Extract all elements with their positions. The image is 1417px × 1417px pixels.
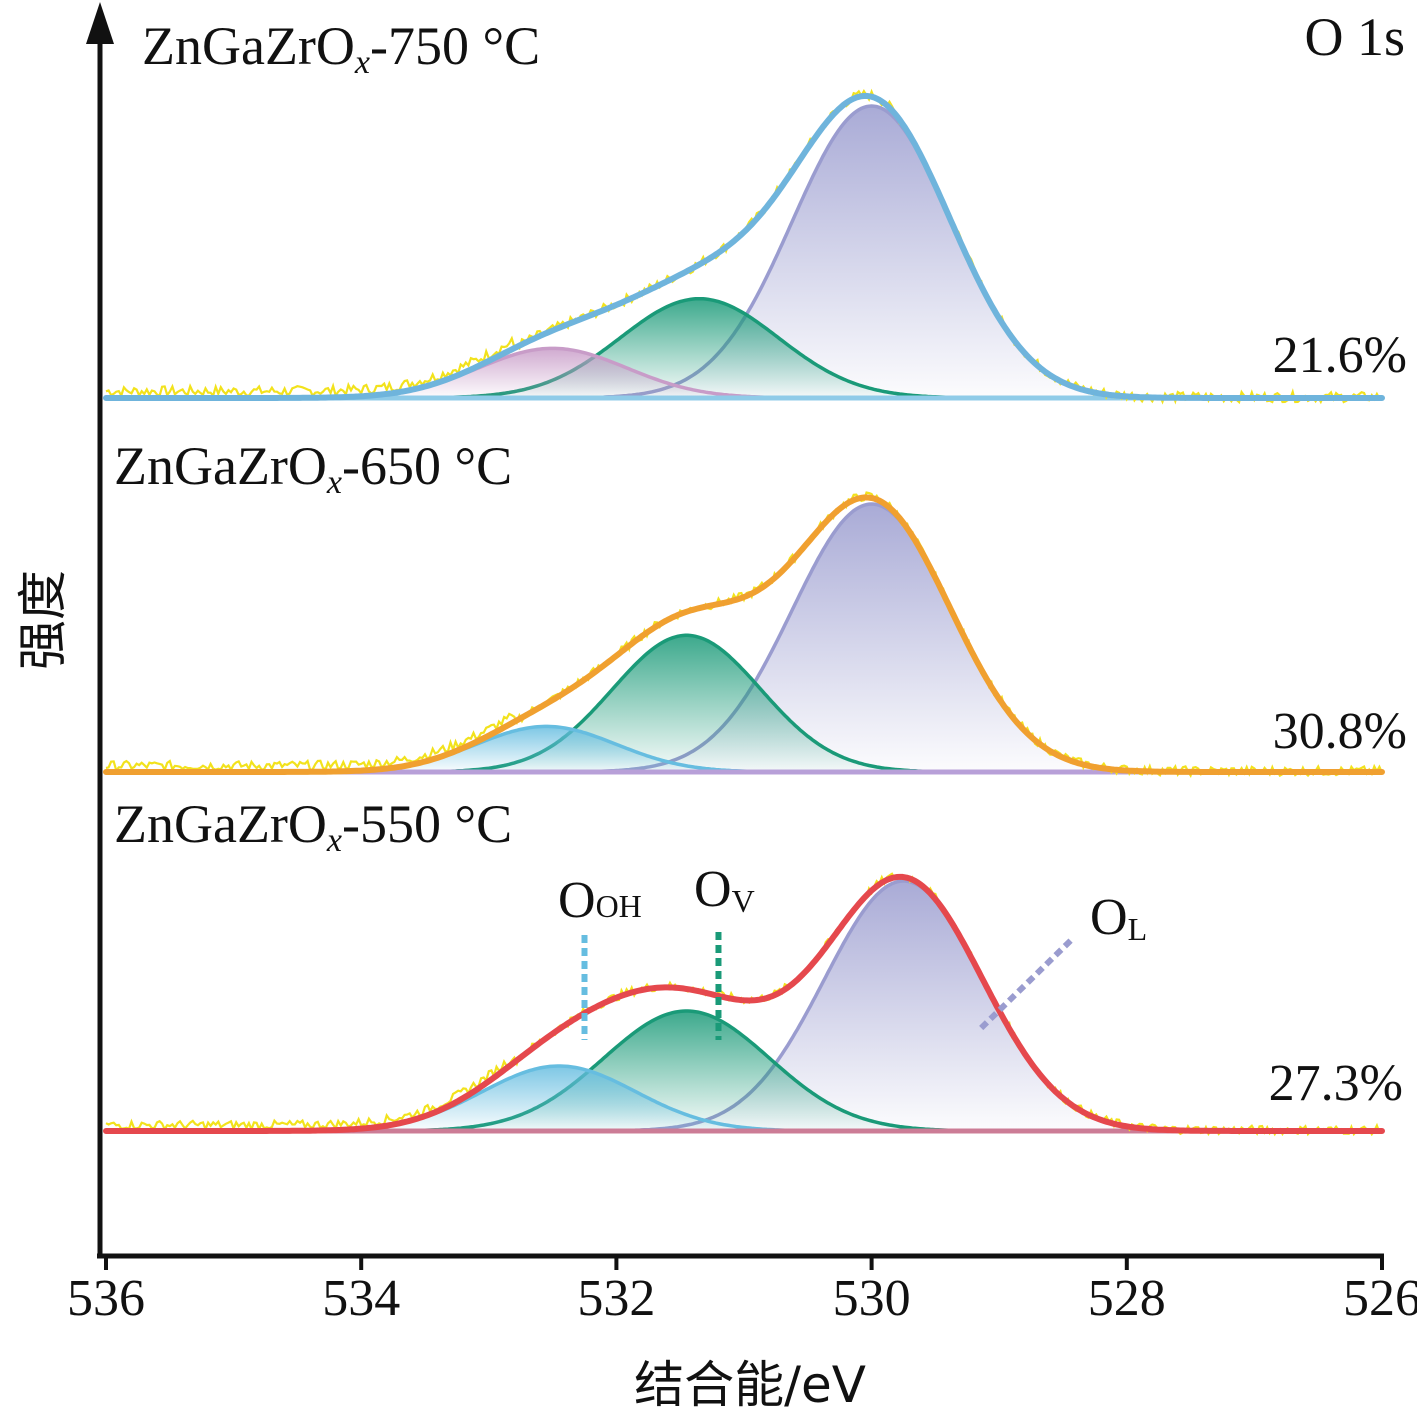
- x-axis-label: 结合能/eV: [634, 1356, 866, 1414]
- panel-title-550-suffix: -550 °C: [342, 794, 512, 854]
- y-axis-arrow: [86, 2, 114, 44]
- peak-label-ov-sub: V: [732, 883, 755, 919]
- x-ticks: 536 534 532 530 528 526: [67, 1256, 1417, 1327]
- panel-title-650-base: ZnGaZrO: [114, 436, 327, 496]
- panel-title-750-base: ZnGaZrO: [142, 16, 355, 76]
- y-axis-label: 强度: [14, 570, 72, 670]
- marker-ol: [979, 937, 1074, 1031]
- x-tick-label-532: 532: [577, 1270, 655, 1327]
- panel-title-750: ZnGaZrOx-750 °C: [142, 16, 540, 81]
- panel-0: [103, 88, 1385, 405]
- x-tick-label-534: 534: [322, 1270, 400, 1327]
- panel-title-550: ZnGaZrOx-550 °C: [114, 794, 512, 859]
- envelope-curve: [103, 873, 1385, 1134]
- envelope-curve: [103, 92, 1385, 401]
- percent-label-650: 30.8%: [1273, 703, 1407, 760]
- component-fill-ov: [106, 635, 1382, 772]
- panel-title-550-sub: x: [326, 822, 342, 859]
- panel-title-750-sub: x: [354, 44, 370, 81]
- panel-title-650-suffix: -650 °C: [342, 436, 512, 496]
- x-tick-label-530: 530: [833, 1270, 911, 1327]
- peak-label-ol-sub: L: [1128, 911, 1148, 947]
- peak-label-ov: OV: [694, 861, 755, 919]
- x-tick-label-526: 526: [1343, 1270, 1417, 1327]
- percent-label-750: 21.6%: [1273, 327, 1407, 384]
- peak-labels: OOH OV OL: [558, 861, 1147, 947]
- panel-title-650-sub: x: [326, 464, 342, 501]
- peak-label-ooh: OOH: [558, 872, 642, 929]
- peak-label-ov-main: O: [694, 861, 732, 918]
- peak-markers: [581, 932, 1074, 1040]
- panel-title-750-suffix: -750 °C: [370, 16, 540, 76]
- percent-labels: 21.6% 30.8% 27.3%: [1269, 327, 1407, 1112]
- peak-label-ol: OL: [1090, 889, 1147, 947]
- panel-title-650: ZnGaZrOx-650 °C: [114, 436, 512, 501]
- chart-title: O 1s: [1304, 7, 1405, 67]
- peak-label-ooh-main: O: [558, 872, 596, 929]
- panel-2: [103, 872, 1385, 1137]
- spectra-panels: [103, 88, 1385, 1137]
- component-fill-ov: [106, 298, 1382, 398]
- x-tick-label-528: 528: [1088, 1270, 1166, 1327]
- percent-label-550: 27.3%: [1269, 1055, 1403, 1112]
- envelope-curve: [103, 494, 1385, 775]
- axes: 536 534 532 530 528 526: [67, 2, 1417, 1327]
- peak-label-ooh-sub: OH: [596, 888, 642, 924]
- component-fill-ov: [106, 1011, 1382, 1131]
- panel-titles: ZnGaZrOx-750 °C ZnGaZrOx-650 °C ZnGaZrOx…: [114, 16, 540, 859]
- panel-title-550-base: ZnGaZrO: [114, 794, 327, 854]
- peak-label-ol-main: O: [1090, 889, 1128, 946]
- x-tick-label-536: 536: [67, 1270, 145, 1327]
- panel-1: [103, 491, 1385, 778]
